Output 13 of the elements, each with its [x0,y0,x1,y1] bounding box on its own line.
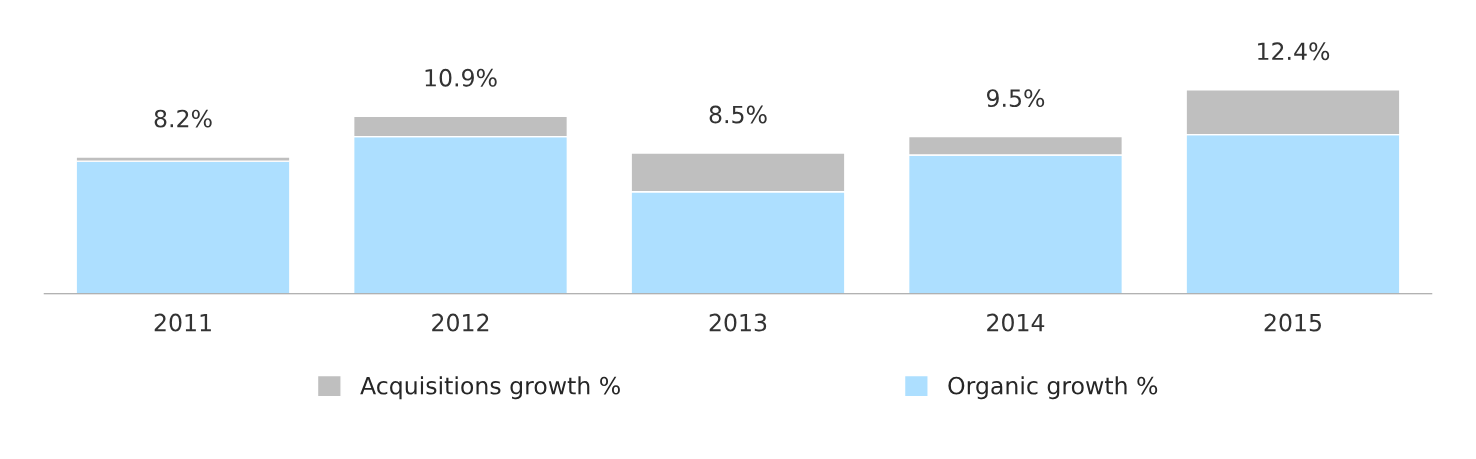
x-tick-label: 2012 [432,313,489,332]
x-tick-label: 2013 [709,313,767,332]
annotation: 8.2% [154,109,212,128]
bar [75,160,291,294]
annotation: 10.9% [425,68,497,87]
legend-label: Acquisitions growth % [360,376,620,400]
x-tick-label: 2011 [154,313,211,332]
x-tick-label: 2014 [987,313,1045,332]
annotation: 9.5% [986,89,1045,108]
x-tick-label: 2015 [1264,313,1321,332]
legend-label: Organic growth % [948,376,1158,400]
annotation: 8.5% [709,105,767,124]
annotation: 12.4% [1258,42,1330,61]
